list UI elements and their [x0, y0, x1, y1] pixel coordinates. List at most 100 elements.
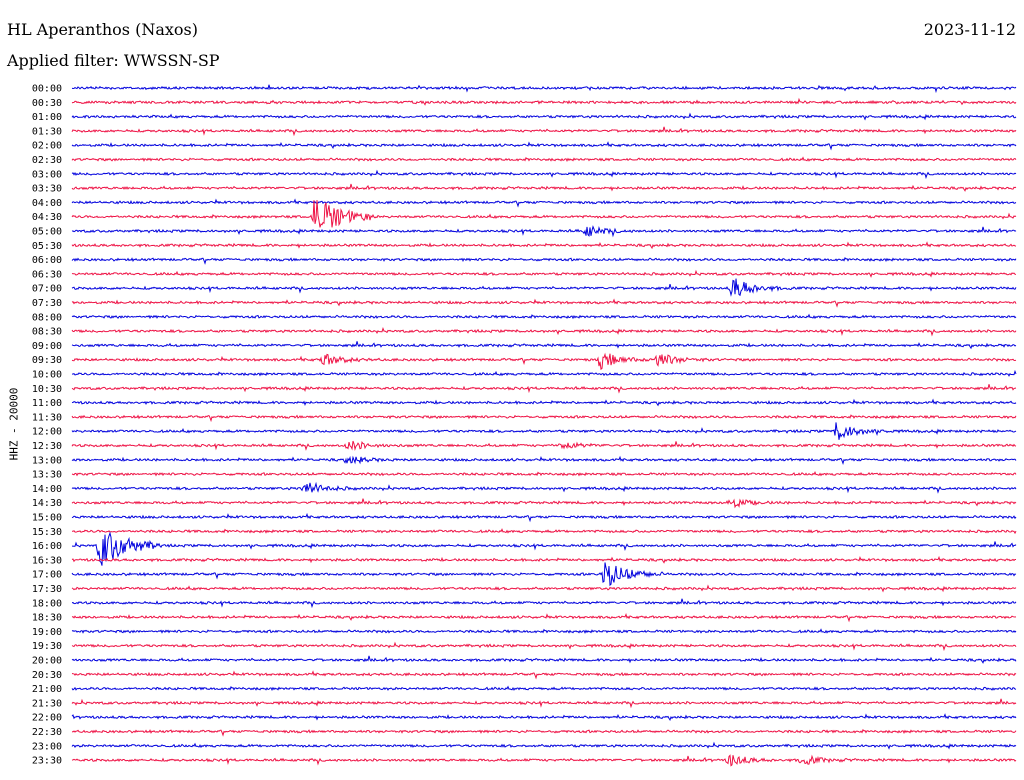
- seismic-trace-0930: [71, 352, 1017, 371]
- row-time-label: 09:00: [32, 341, 62, 352]
- seismic-trace-1000: [71, 369, 1017, 377]
- row-time-label: 05:30: [32, 241, 62, 252]
- row-time-label: 22:30: [32, 727, 62, 738]
- row-time-label: 14:30: [32, 498, 62, 509]
- seismic-trace-0630: [71, 269, 1017, 278]
- seismic-trace-1830: [71, 613, 1017, 623]
- seismic-trace-1700: [71, 562, 1017, 587]
- seismic-trace-0500: [71, 225, 1017, 238]
- seismic-trace-0330: [71, 183, 1017, 192]
- seismic-trace-0730: [71, 298, 1017, 308]
- row-time-label: 17:30: [32, 584, 62, 595]
- seismic-trace-1930: [71, 641, 1017, 652]
- row-time-label: 16:00: [32, 541, 62, 552]
- seismic-trace-1730: [71, 584, 1017, 593]
- row-time-label: 01:30: [32, 126, 62, 137]
- row-time-label: 22:00: [32, 713, 62, 724]
- seismic-trace-1630: [71, 555, 1016, 564]
- row-time-label: 11:00: [32, 398, 62, 409]
- row-time-label: 20:00: [32, 656, 62, 667]
- seismic-trace-2300: [71, 741, 1017, 750]
- seismic-trace-1030: [71, 384, 1017, 394]
- row-time-label: 03:00: [32, 169, 62, 180]
- row-time-label: 16:30: [32, 555, 62, 566]
- seismic-trace-1230: [71, 440, 1017, 451]
- row-time-label: 13:00: [32, 455, 62, 466]
- row-time-label: 04:30: [32, 212, 62, 223]
- seismic-trace-2130: [71, 698, 1017, 709]
- row-time-label: 00:30: [32, 98, 62, 109]
- seismic-trace-1900: [71, 628, 1017, 634]
- row-time-label: 01:00: [32, 112, 62, 123]
- seismic-trace-1400: [71, 481, 1017, 494]
- filter-label: Applied filter: WWSSN-SP: [7, 51, 220, 70]
- row-time-label: 21:30: [32, 698, 62, 709]
- row-time-label: 08:30: [32, 327, 62, 338]
- row-time-label: 03:30: [32, 184, 62, 195]
- seismic-trace-0900: [71, 341, 1017, 350]
- seismic-trace-2330: [71, 754, 1017, 767]
- seismic-trace-0100: [71, 112, 1017, 121]
- seismic-trace-1330: [71, 470, 1017, 477]
- row-time-label: 18:30: [32, 613, 62, 624]
- row-time-label: 04:00: [32, 198, 62, 209]
- row-time-label: 23:00: [32, 741, 62, 752]
- row-time-label: 19:30: [32, 641, 62, 652]
- row-time-label: 13:30: [32, 470, 62, 481]
- seismic-trace-0230: [71, 156, 1017, 162]
- row-time-label: 12:00: [32, 427, 62, 438]
- row-time-label: 09:30: [32, 355, 62, 366]
- seismic-trace-2100: [71, 685, 1017, 692]
- seismic-trace-1100: [71, 398, 1017, 407]
- row-time-label: 15:30: [32, 527, 62, 538]
- seismic-trace-1500: [71, 512, 1017, 523]
- date-label: 2023-11-12: [923, 20, 1016, 39]
- seismic-trace-0000: [71, 84, 1017, 94]
- seismic-trace-1300: [71, 455, 1017, 466]
- seismic-trace-1800: [71, 598, 1017, 609]
- row-time-label: 11:30: [32, 412, 62, 423]
- row-time-label: 07:00: [32, 284, 62, 295]
- seismic-trace-1600: [72, 531, 1017, 566]
- row-time-label: 12:30: [32, 441, 62, 452]
- seismic-trace-1530: [72, 528, 1017, 535]
- row-time-label: 05:00: [32, 227, 62, 238]
- seismic-trace-0800: [71, 313, 1017, 320]
- seismic-trace-0400: [71, 198, 1017, 208]
- seismic-trace-2230: [71, 728, 1017, 737]
- seismic-trace-0200: [71, 141, 1017, 151]
- seismic-trace-2200: [71, 713, 1017, 722]
- seismic-trace-0030: [71, 97, 1017, 106]
- row-time-label: 02:30: [32, 155, 62, 166]
- row-time-label: 10:30: [32, 384, 62, 395]
- seismic-trace-0530: [71, 241, 1017, 250]
- row-time-label: 21:00: [32, 684, 62, 695]
- seismic-trace-2000: [71, 655, 1017, 664]
- row-time-label: 07:30: [32, 298, 62, 309]
- row-time-label: 06:00: [32, 255, 62, 266]
- row-time-label: 20:30: [32, 670, 62, 681]
- seismic-trace-0600: [71, 256, 1017, 265]
- seismic-trace-1430: [71, 498, 1017, 509]
- seismic-trace-0130: [71, 126, 1017, 137]
- row-time-label: 00:00: [32, 84, 62, 95]
- row-time-label: 15:00: [32, 513, 62, 524]
- row-time-label: 06:30: [32, 269, 62, 280]
- seismic-trace-0430: [71, 200, 1017, 228]
- seismic-trace-0700: [71, 278, 1017, 297]
- row-time-label: 10:00: [32, 370, 62, 381]
- row-time-label: 18:00: [32, 598, 62, 609]
- row-time-label: 02:00: [32, 141, 62, 152]
- row-time-label: 08:00: [32, 312, 62, 323]
- seismic-trace-2030: [71, 670, 1017, 680]
- seismic-trace-0830: [71, 326, 1017, 337]
- row-time-label: 14:00: [32, 484, 62, 495]
- seismic-trace-1200: [71, 422, 1017, 440]
- row-time-label: 17:00: [32, 570, 62, 581]
- row-time-label: 19:00: [32, 627, 62, 638]
- station-title: HL Aperanthos (Naxos): [7, 20, 198, 39]
- seismic-trace-0300: [71, 169, 1017, 180]
- row-time-label: 23:30: [32, 756, 62, 767]
- seismic-trace-1130: [71, 414, 1017, 423]
